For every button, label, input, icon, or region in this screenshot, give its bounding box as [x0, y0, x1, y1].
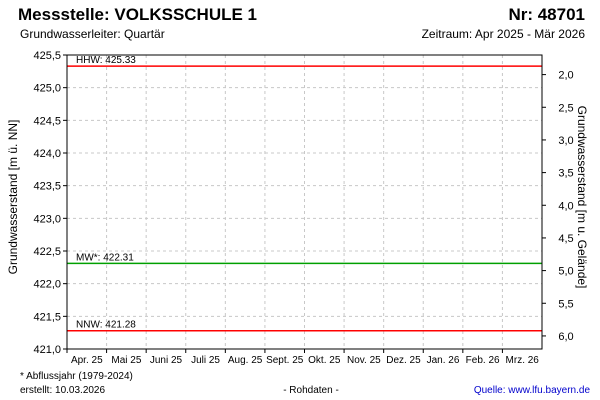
- y-left-tick-label: 421,0: [33, 344, 61, 356]
- y-left-tick-label: 425,0: [33, 83, 61, 95]
- y-axis-right-label: Grundwasserstand [m u. Gelände]: [575, 105, 589, 289]
- x-tick-label: Sept. 25: [266, 355, 304, 366]
- y-left-tick-label: 425,5: [33, 50, 61, 62]
- y-right-tick-label: 3,5: [558, 168, 573, 180]
- x-tick-label: Aug. 25: [228, 355, 263, 366]
- y-left-tick-label: 424,5: [33, 115, 61, 127]
- y-right-tick-label: 5,0: [558, 266, 573, 278]
- y-right-tick-label: 5,5: [558, 298, 573, 310]
- reference-lines: HHW: 425.33 MW*: 422.31 NNW: 421.28: [67, 55, 542, 332]
- x-tick-label: Juli 25: [191, 355, 220, 366]
- x-tick-label: Apr. 25: [71, 355, 103, 366]
- x-tick-label: Feb. 26: [466, 355, 500, 366]
- x-tick-label: Dez. 25: [386, 355, 421, 366]
- y-left-tick-label: 422,0: [33, 279, 61, 291]
- station-number: Nr: 48701: [508, 5, 585, 24]
- x-tick-label: Nov. 25: [347, 355, 381, 366]
- footnote-mean-period: * Abflussjahr (1979-2024): [20, 371, 133, 382]
- x-tick-label: Okt. 25: [308, 355, 341, 366]
- y-right-tick-label: 6,0: [558, 331, 573, 343]
- y-right-tick-label: 2,0: [558, 70, 573, 82]
- reference-line-label: HHW: 425.33: [76, 55, 136, 66]
- y-right-tick-label: 3,0: [558, 135, 573, 147]
- x-tick-label: Mai 25: [111, 355, 141, 366]
- x-tick-label: Jan. 26: [427, 355, 460, 366]
- y-axis-left-label: Grundwasserstand [m ü. NN]: [6, 119, 20, 275]
- grid-lines: [67, 55, 542, 349]
- created-date: erstellt: 10.03.2026: [20, 385, 106, 396]
- axis-ticks: 421,0 421,5 422,0 422,5 423,0 423,5 424,0 424,5…: [33, 50, 573, 366]
- y-left-tick-label: 422,5: [33, 246, 61, 258]
- reference-line-label: MW*: 422.31: [76, 252, 134, 263]
- period-label: Zeitraum: Apr 2025 - Mär 2026: [421, 27, 585, 41]
- y-left-tick-label: 424,0: [33, 148, 61, 160]
- x-tick-label: Juni 25: [150, 355, 183, 366]
- aquifer-subtitle: Grundwasserleiter: Quartär: [20, 27, 165, 41]
- y-right-tick-label: 4,5: [558, 233, 573, 245]
- y-right-tick-label: 4,0: [558, 200, 573, 212]
- station-title: Messstelle: VOLKSSCHULE 1: [18, 5, 258, 24]
- y-right-tick-label: 2,5: [558, 102, 573, 114]
- y-left-tick-label: 423,5: [33, 181, 61, 193]
- reference-line-label: NNW: 421.28: [76, 320, 136, 331]
- y-left-tick-label: 421,5: [33, 311, 61, 323]
- source-link[interactable]: Quelle: www.lfu.bayern.de: [473, 385, 590, 396]
- x-tick-label: Mrz. 26: [506, 355, 540, 366]
- y-left-tick-label: 423,0: [33, 213, 61, 225]
- raw-data-note: - Rohdaten -: [283, 385, 339, 396]
